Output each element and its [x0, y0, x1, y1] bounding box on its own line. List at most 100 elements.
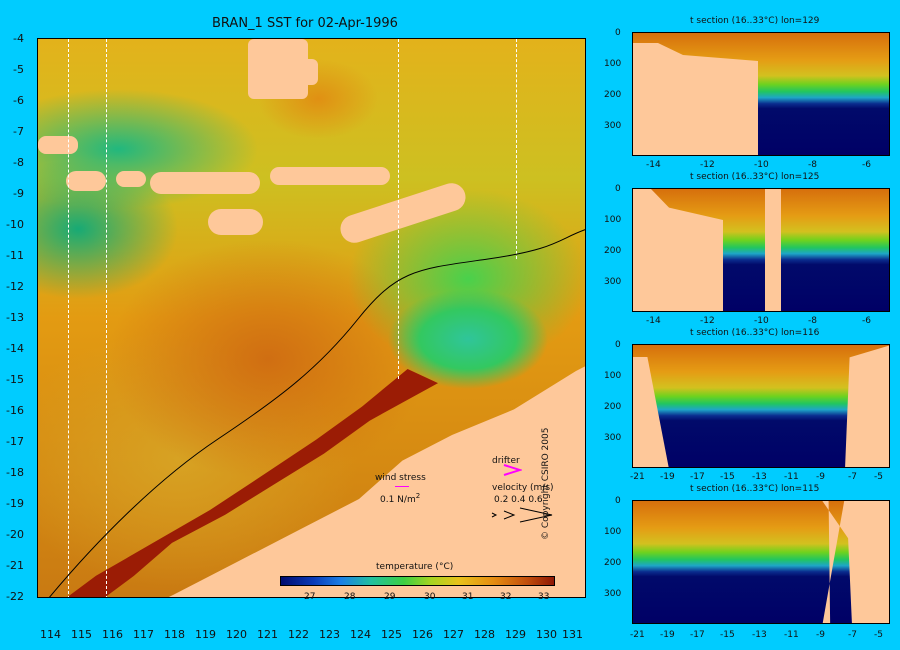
map-y-tick: -21: [6, 559, 24, 572]
panel3-y-tick: 300: [604, 433, 622, 443]
panel2-y-tick: 200: [604, 246, 622, 256]
panel3-x-tick: -5: [874, 472, 883, 482]
panel3-x-tick: -13: [752, 472, 767, 482]
map-y-tick: -7: [13, 125, 24, 138]
panel3-x-tick: -15: [720, 472, 735, 482]
section-panel-lon125: [632, 188, 890, 312]
panel3-y-tick: 100: [604, 371, 622, 381]
velocity-label: velocity (m/s): [492, 483, 554, 493]
colorbar-tick: 31: [462, 592, 474, 602]
land-buton: [300, 59, 318, 85]
panel2-y-tick: 100: [604, 215, 622, 225]
section-panel-lon129: [632, 32, 890, 156]
map-y-tick: -8: [13, 156, 24, 169]
velocity-arrows-icon: [491, 507, 553, 523]
panel1-x-tick: -14: [646, 160, 661, 170]
section-line-lon129: [516, 39, 517, 259]
panel4-x-tick: -7: [848, 630, 857, 640]
panel4-x-tick: -19: [660, 630, 675, 640]
panel4-x-tick: -13: [752, 630, 767, 640]
panel4-y-tick: 100: [604, 527, 622, 537]
map-y-tick: -19: [6, 497, 24, 510]
map-y-tick: -12: [6, 280, 24, 293]
panel1-x-tick: -6: [862, 160, 871, 170]
colorbar-tick: 30: [424, 592, 436, 602]
map-x-tick: 127: [443, 628, 464, 641]
section-line-lon125: [398, 39, 399, 379]
map-y-tick: -11: [6, 249, 24, 262]
sst-map: [37, 38, 586, 598]
panel2-x-tick: -14: [646, 316, 661, 326]
panel2-y-tick: 300: [604, 277, 622, 287]
panel2-x-tick: -6: [862, 316, 871, 326]
map-x-tick: 128: [474, 628, 495, 641]
panel-land: [633, 43, 758, 155]
map-y-tick: -16: [6, 404, 24, 417]
map-x-tick: 117: [133, 628, 154, 641]
panel1-x-tick: -10: [754, 160, 769, 170]
panel4-x-tick: -11: [784, 630, 799, 640]
map-y-tick: -10: [6, 218, 24, 231]
colorbar-tick: 33: [538, 592, 550, 602]
panel1-x-tick: -8: [808, 160, 817, 170]
map-x-tick: 129: [505, 628, 526, 641]
panel3-x-tick: -11: [784, 472, 799, 482]
map-x-tick: 121: [257, 628, 278, 641]
land-flores: [270, 167, 390, 185]
map-y-tick: -6: [13, 94, 24, 107]
map-x-tick: 120: [226, 628, 247, 641]
panel4-x-tick: -15: [720, 630, 735, 640]
panel-land-right: [845, 345, 889, 467]
panel3-x-tick: -17: [690, 472, 705, 482]
map-title: BRAN_1 SST for 02-Apr-1996: [212, 16, 398, 31]
map-x-tick: 114: [40, 628, 61, 641]
panel1-x-tick: -12: [700, 160, 715, 170]
wind-stress-value: 0.1 N/m2: [380, 492, 421, 505]
map-y-tick: -20: [6, 528, 24, 541]
panel2-x-tick: -8: [808, 316, 817, 326]
panel3-x-tick: -9: [816, 472, 825, 482]
panel2-y-tick: 0: [615, 184, 621, 194]
map-y-tick: -5: [13, 63, 24, 76]
panel4-y-tick: 0: [615, 496, 621, 506]
drifter-label: drifter: [492, 456, 520, 466]
bathymetry-contour: [49, 229, 585, 597]
map-x-tick: 119: [195, 628, 216, 641]
colorbar-tick: 28: [344, 592, 356, 602]
colorbar-tick: 32: [500, 592, 512, 602]
panel2-x-tick: -10: [754, 316, 769, 326]
velocity-values: 0.2 0.4 0.6: [494, 495, 543, 505]
panel1-y-tick: 100: [604, 59, 622, 69]
panel3-y-tick: 200: [604, 402, 622, 412]
map-x-tick: 125: [381, 628, 402, 641]
section-panel-lon115: [632, 500, 890, 624]
panel4-x-tick: -9: [816, 630, 825, 640]
map-y-tick: -15: [6, 373, 24, 386]
land-lombok: [116, 171, 146, 187]
map-x-tick: 131: [562, 628, 583, 641]
panel3-y-tick: 0: [615, 340, 621, 350]
panel2-title: t section (16..33°C) lon=125: [690, 172, 820, 182]
map-y-tick: -22: [6, 590, 24, 603]
panel4-y-tick: 300: [604, 589, 622, 599]
map-x-tick: 130: [536, 628, 557, 641]
map-y-tick: -17: [6, 435, 24, 448]
map-y-tick: -9: [13, 187, 24, 200]
panel4-x-tick: -21: [630, 630, 645, 640]
panel4-y-tick: 200: [604, 558, 622, 568]
panel1-title: t section (16..33°C) lon=129: [690, 16, 820, 26]
map-y-tick: -14: [6, 342, 24, 355]
colorbar-tick: 27: [304, 592, 316, 602]
panel3-x-tick: -7: [848, 472, 857, 482]
section-panel-lon116: [632, 344, 890, 468]
map-x-tick: 122: [288, 628, 309, 641]
section-line-lon116: [106, 39, 107, 597]
copyright-text: © Copyright CSIRO 2005: [541, 427, 551, 540]
panel-land-strip: [765, 189, 781, 311]
panel3-x-tick: -21: [630, 472, 645, 482]
land-sulawesi: [248, 39, 308, 99]
map-x-tick: 115: [71, 628, 92, 641]
panel1-y-tick: 0: [615, 28, 621, 38]
map-x-tick: 123: [319, 628, 340, 641]
panel3-x-tick: -19: [660, 472, 675, 482]
